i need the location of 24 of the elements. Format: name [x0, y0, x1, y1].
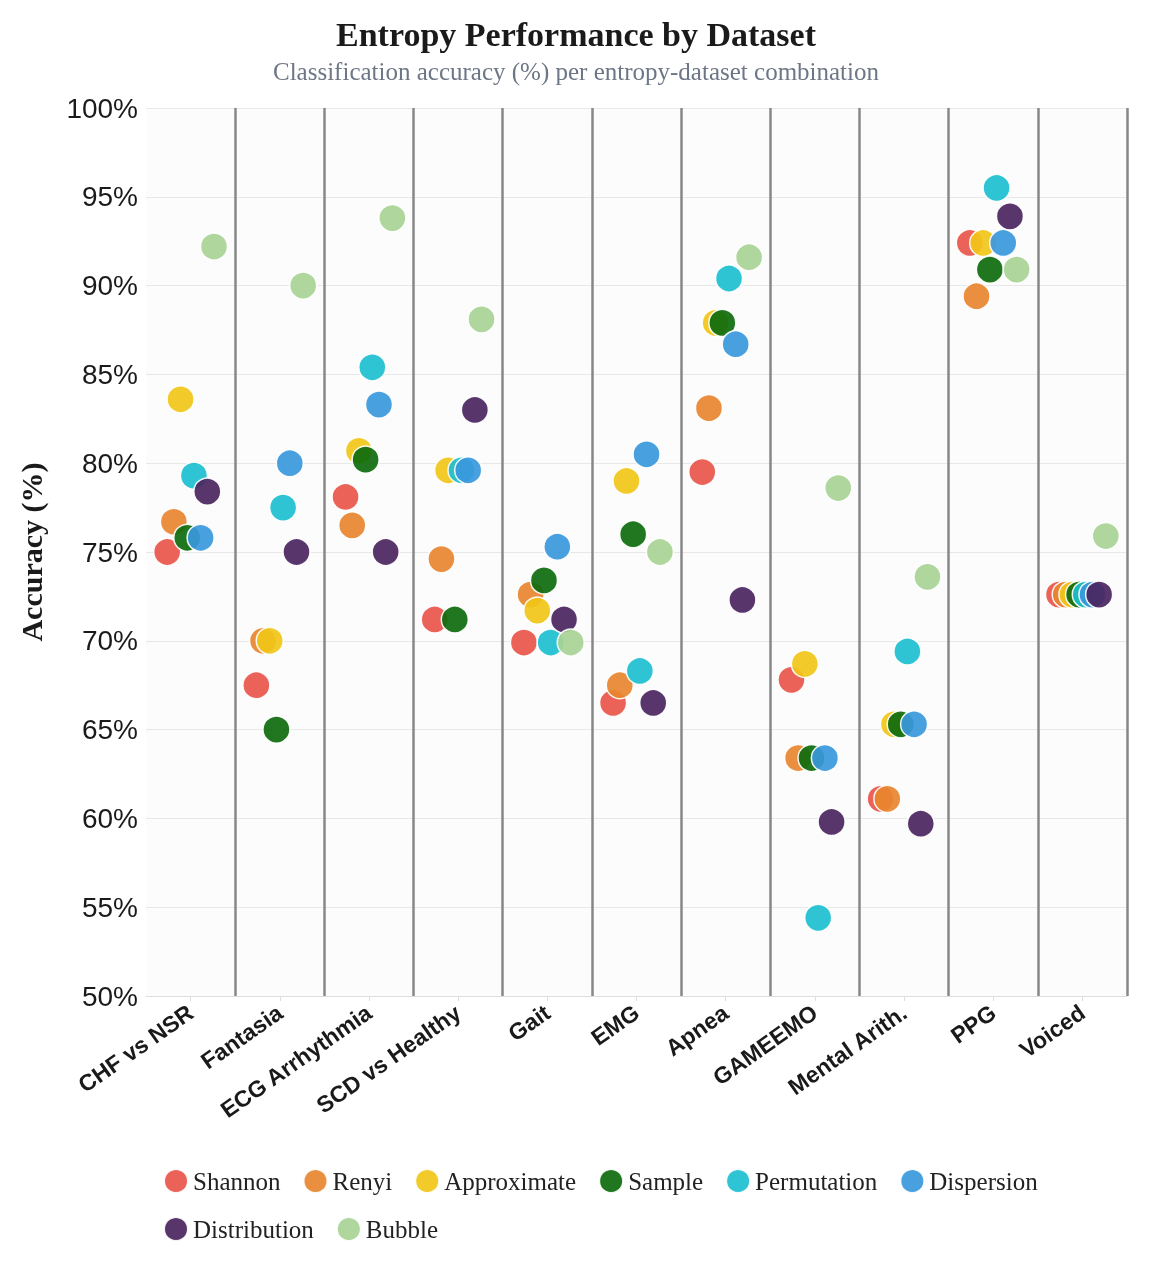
- y-tick-label: 70%: [81, 625, 138, 657]
- chart-subtitle: Classification accuracy (%) per entropy-dataset combination: [272, 58, 880, 86]
- y-tick-label: 55%: [81, 891, 138, 923]
- legend-label: Distribution: [193, 1215, 315, 1243]
- x-tick-label: PPG: [945, 999, 1001, 1049]
- legend-label: Shannon: [193, 1167, 281, 1195]
- y-tick-label: 60%: [81, 802, 138, 834]
- y-tick-label: 95%: [81, 181, 138, 213]
- y-tick-label: 65%: [81, 714, 138, 746]
- legend-label: Approximate: [444, 1167, 577, 1195]
- legend-label: Permutation: [755, 1167, 878, 1195]
- y-tick-label: 90%: [81, 270, 138, 302]
- y-tick-label: 85%: [81, 358, 138, 390]
- y-tick-label: 75%: [81, 536, 138, 568]
- y-tick-label: 50%: [81, 980, 138, 1012]
- y-axis-title: Accuracy (%): [14, 462, 49, 642]
- chart-title: Entropy Performance by Dataset: [335, 15, 817, 53]
- x-tick-label: Gait: [503, 999, 556, 1047]
- y-tick-label: 100%: [66, 92, 138, 124]
- legend-label: Bubble: [365, 1215, 439, 1243]
- legend-label: Sample: [628, 1167, 704, 1195]
- legend-label: Dispersion: [929, 1167, 1039, 1195]
- y-tick-label: 80%: [81, 447, 138, 479]
- legend-label: Renyi: [332, 1167, 393, 1195]
